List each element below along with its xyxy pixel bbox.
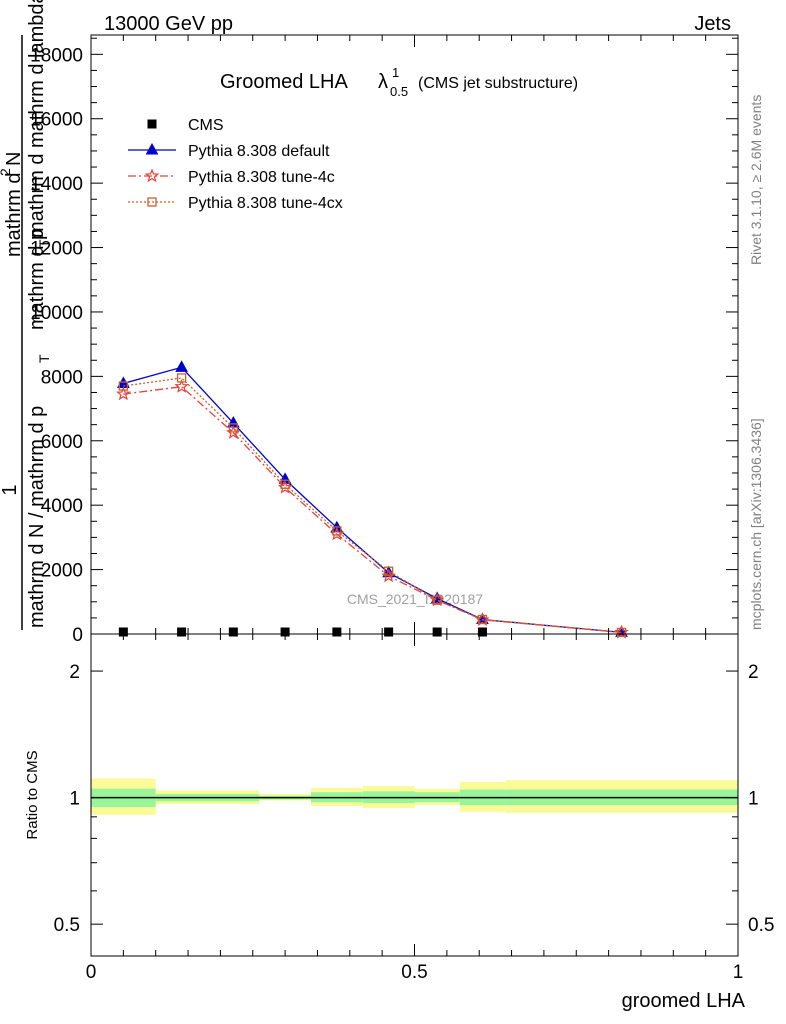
series-1-point <box>175 360 188 372</box>
legend-label-2: Pythia 8.308 tune-4c <box>188 169 335 186</box>
rivet-label: Rivet 3.1.10, ≥ 2.6M events <box>748 95 764 265</box>
plot-title: Groomed LHA λ 1 0.5 (CMS jet substructur… <box>220 65 578 99</box>
ratio-xtick-label: 0.5 <box>401 962 427 983</box>
title-sub: 0.5 <box>390 84 408 99</box>
legend-item-2: Pythia 8.308 tune-4c <box>128 168 335 186</box>
ylabel-dn: mathrm d N / mathrm d p <box>26 406 48 628</box>
series-3-point <box>383 566 394 576</box>
series-3-point <box>332 526 342 536</box>
legend-marker-2 <box>144 168 160 183</box>
cms-point <box>477 627 487 637</box>
ratio-plot: 0.5 0.51 12 2 0 0.5 1 Ratio to CMS groomed LH… <box>24 633 775 1012</box>
legend-label-1: Pythia 8.308 default <box>188 143 330 160</box>
title-lambda: λ <box>378 71 388 93</box>
main-ytick-label: 6000 <box>41 432 83 453</box>
main-ytick-label: 16000 <box>30 110 83 131</box>
series-3-point <box>432 595 442 605</box>
series-3-point <box>616 627 627 638</box>
mcplots-label: mcplots.cern.ch [arXiv:1306.3436] <box>748 418 764 630</box>
main-plot: 2000 4000 6000 8000 10000 12000 14000 16000 1800… <box>30 34 739 646</box>
main-ytick-label: 8000 <box>41 367 83 388</box>
main-ytick-label: 18000 <box>30 45 83 66</box>
legend-item-1: Pythia 8.308 default <box>128 142 330 160</box>
series-2-point <box>174 379 189 393</box>
title-sup: 1 <box>392 65 399 80</box>
series-line-2 <box>123 386 622 634</box>
ylabel-n2: N <box>3 152 25 166</box>
ylabel-t1: T <box>36 354 52 363</box>
ratio-ytick-label-right: 0.5 <box>748 915 774 936</box>
cms-point <box>332 627 342 637</box>
legend-item-3: Pythia 8.308 tune-4cx <box>128 195 343 212</box>
series-2-point <box>116 386 131 401</box>
ratio-ytick-label-left: 1 <box>69 789 80 810</box>
main-ylabel: 1 mathrm d N / mathrm d p T mathrm d 2 N… <box>0 0 52 630</box>
ylabel-d2: mathrm d <box>3 173 25 257</box>
ylabel-lambda: mathrm d mathrm d lambda <box>26 0 48 238</box>
ylabel-one: 1 <box>0 484 21 495</box>
main-ytick-label: 14000 <box>30 174 83 195</box>
main-ytick-label: 2000 <box>41 561 83 582</box>
ratio-bands <box>91 778 738 815</box>
main-ytick-label: 4000 <box>41 496 83 517</box>
series-3-point <box>477 614 488 625</box>
title-main: Groomed LHA <box>220 71 348 93</box>
ratio-xtick-label: 1 <box>733 962 744 983</box>
cms-point <box>280 627 290 637</box>
cms-point <box>432 627 442 637</box>
legend-marker-1 <box>145 142 159 155</box>
cms-point <box>118 627 128 637</box>
ylabel-t2: T <box>36 239 52 248</box>
ratio-ylabel: Ratio to CMS <box>24 750 41 839</box>
cms-point <box>177 627 187 637</box>
ratio-ytick-label-right: 1 <box>748 789 759 810</box>
x-axis-label: groomed LHA <box>622 990 746 1012</box>
legend-label-cms: CMS <box>188 117 224 134</box>
series-3-point <box>228 423 238 433</box>
header-right: Jets <box>694 13 731 35</box>
series-line-3 <box>123 377 622 634</box>
header-left: 13000 GeV pp <box>104 13 233 35</box>
main-ytick-label: 10000 <box>30 303 83 324</box>
legend-label-3: Pythia 8.308 tune-4cx <box>188 195 343 212</box>
legend-item-cms: CMS <box>147 117 224 134</box>
title-extra: (CMS jet substructure) <box>418 75 578 92</box>
ylabel-dp: mathrm d p <box>26 229 48 330</box>
watermark: CMS_2021_I1920187 <box>347 591 483 607</box>
ratio-y-axis: 0.5 0.5 1 1 2 2 <box>54 662 775 936</box>
main-ytick-label: 0 <box>72 625 83 646</box>
series-1-point <box>278 472 292 484</box>
ratio-ytick-label-left: 2 <box>69 662 80 683</box>
main-x-axis <box>90 35 739 634</box>
cms-point <box>228 627 238 637</box>
legend-marker-3 <box>147 197 157 207</box>
series-3-point <box>280 479 290 489</box>
legend: CMS Pythia 8.308 default Pythia 8.308 tune… <box>128 117 343 212</box>
legend-marker-cms <box>147 119 157 129</box>
main-ytick-label: 12000 <box>30 239 83 260</box>
ratio-ytick-label-right: 2 <box>748 662 759 683</box>
ylabel-two: 2 <box>0 168 13 176</box>
cms-point <box>384 627 394 637</box>
series-3-point <box>118 381 128 391</box>
main-y-axis: 2000 4000 6000 8000 10000 12000 14000 16000 1800… <box>30 37 738 646</box>
ratio-ytick-label-left: 0.5 <box>54 915 80 936</box>
ratio-xtick-label: 0 <box>86 962 97 983</box>
ratio-x-axis: 0 0.5 1 <box>86 634 744 983</box>
cms-points <box>118 627 487 637</box>
series-3-point <box>176 373 187 383</box>
